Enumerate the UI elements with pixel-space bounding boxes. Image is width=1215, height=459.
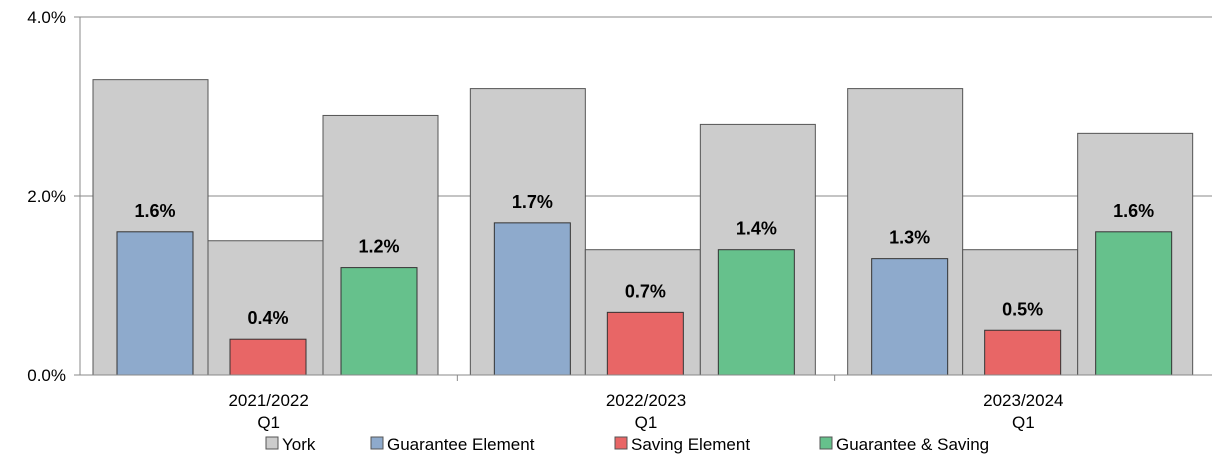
series-bar (229, 338, 307, 376)
legend-label: Guarantee Element (387, 435, 535, 454)
legend-swatch (614, 436, 628, 450)
data-label: 1.2% (358, 237, 399, 257)
series-bar (493, 222, 571, 376)
x-tick-label: 2023/2024 (983, 391, 1063, 410)
series-bar (606, 311, 684, 376)
series-bar (116, 231, 194, 376)
series-bar (1095, 231, 1173, 376)
data-label: 1.7% (512, 192, 553, 212)
y-tick-label: 2.0% (27, 187, 66, 206)
legend-swatch (265, 436, 279, 450)
legend-label: York (282, 435, 316, 454)
data-label: 1.4% (736, 219, 777, 239)
axes: 0.0% 2.0% 4.0% 2021/2022 Q1 2022/2023 Q1 2023/2… (27, 8, 1212, 432)
series-bar (871, 258, 949, 376)
legend-label: Guarantee & Saving (836, 435, 989, 454)
data-labels: 1.6% 1.7% 1.3% 0.4% 0.7% 0.5% 1.2% 1.4% 1.6% (134, 192, 1154, 328)
x-tick-label: Q1 (1012, 413, 1035, 432)
legend-swatch (819, 436, 833, 450)
x-tick-label: Q1 (257, 413, 280, 432)
legend: York Guarantee Element Saving Element Guara… (265, 435, 989, 454)
legend-swatch (370, 436, 384, 450)
y-tick-label: 0.0% (27, 366, 66, 385)
series-bar (984, 329, 1062, 376)
series-bar (340, 267, 418, 376)
series-bar (717, 249, 795, 376)
data-label: 0.7% (625, 281, 666, 301)
x-tick-label: Q1 (635, 413, 658, 432)
x-tick-label: 2022/2023 (606, 391, 686, 410)
series-bars (116, 222, 1173, 376)
data-label: 0.4% (247, 308, 288, 328)
data-label: 1.6% (134, 201, 175, 221)
data-label: 1.6% (1113, 201, 1154, 221)
x-tick-label: 2021/2022 (228, 391, 308, 410)
data-label: 0.5% (1002, 299, 1043, 319)
y-tick-label: 4.0% (27, 8, 66, 27)
gridlines (80, 16, 1212, 197)
data-label: 1.3% (889, 228, 930, 248)
legend-label: Saving Element (631, 435, 750, 454)
